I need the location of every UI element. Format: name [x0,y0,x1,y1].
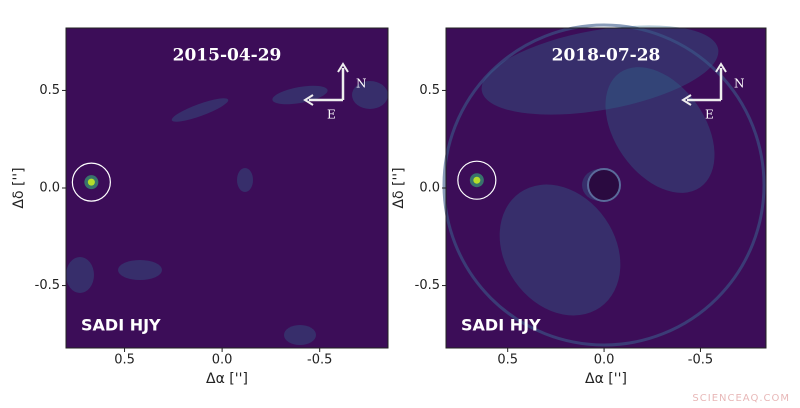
panel-title: 2015-04-29 [173,46,282,66]
speckle [605,67,715,193]
y-tick-label: -0.5 [415,278,440,293]
compass-head [715,62,727,73]
compass-north: N [734,77,745,91]
y-tick-label: 0.0 [419,181,440,196]
source [473,176,481,184]
speckle [237,168,253,192]
speckle [284,325,316,345]
panel-title: 2018-07-28 [552,46,661,66]
source-circle [457,160,497,200]
annotation: SADI HJY [81,316,161,335]
compass-east: E [705,108,714,122]
source-circle [71,162,111,202]
y-tick-label: 0.5 [419,83,440,98]
y-axis-label: Δδ [''] [391,167,407,208]
speckle [499,184,621,316]
x-tick-label: 0.5 [497,353,518,368]
panel: N E 2015-04-29 SADI HJY 0.5 0.0 -0.5 0.5 0.0 -0.5… [11,27,389,387]
panel: N E 2018-07-28 SADI HJY 0.5 0.0 -0.5 0.5 0.0 -0.5… [391,23,767,387]
watermark: SCIENCEAQ.COM [692,393,790,404]
x-tick-label: -0.5 [307,353,332,368]
x-axis-label: Δα [''] [206,371,248,387]
speckle [352,81,388,109]
source [87,178,95,186]
speckle [481,25,719,115]
y-tick-label: -0.5 [35,278,60,293]
y-tick-label: 0.0 [39,181,60,196]
coronagraph [587,168,621,202]
compass-north: N [356,77,367,91]
speckle [118,260,162,280]
annotation: SADI HJY [461,316,541,335]
y-tick-label: 0.5 [39,83,60,98]
y-axis-label: Δδ [''] [11,167,27,208]
x-axis-label: Δα [''] [585,371,627,387]
compass-head [681,94,692,106]
compass-head [303,94,314,106]
compass-head [337,62,349,73]
compass-east: E [327,108,336,122]
image-background [66,28,388,348]
speckle [66,257,94,293]
x-tick-label: 0.0 [212,353,233,368]
halo-ring [442,23,766,347]
x-tick-label: 0.5 [114,353,135,368]
x-tick-label: 0.0 [594,353,615,368]
x-tick-label: -0.5 [688,353,713,368]
speckle [171,98,229,122]
